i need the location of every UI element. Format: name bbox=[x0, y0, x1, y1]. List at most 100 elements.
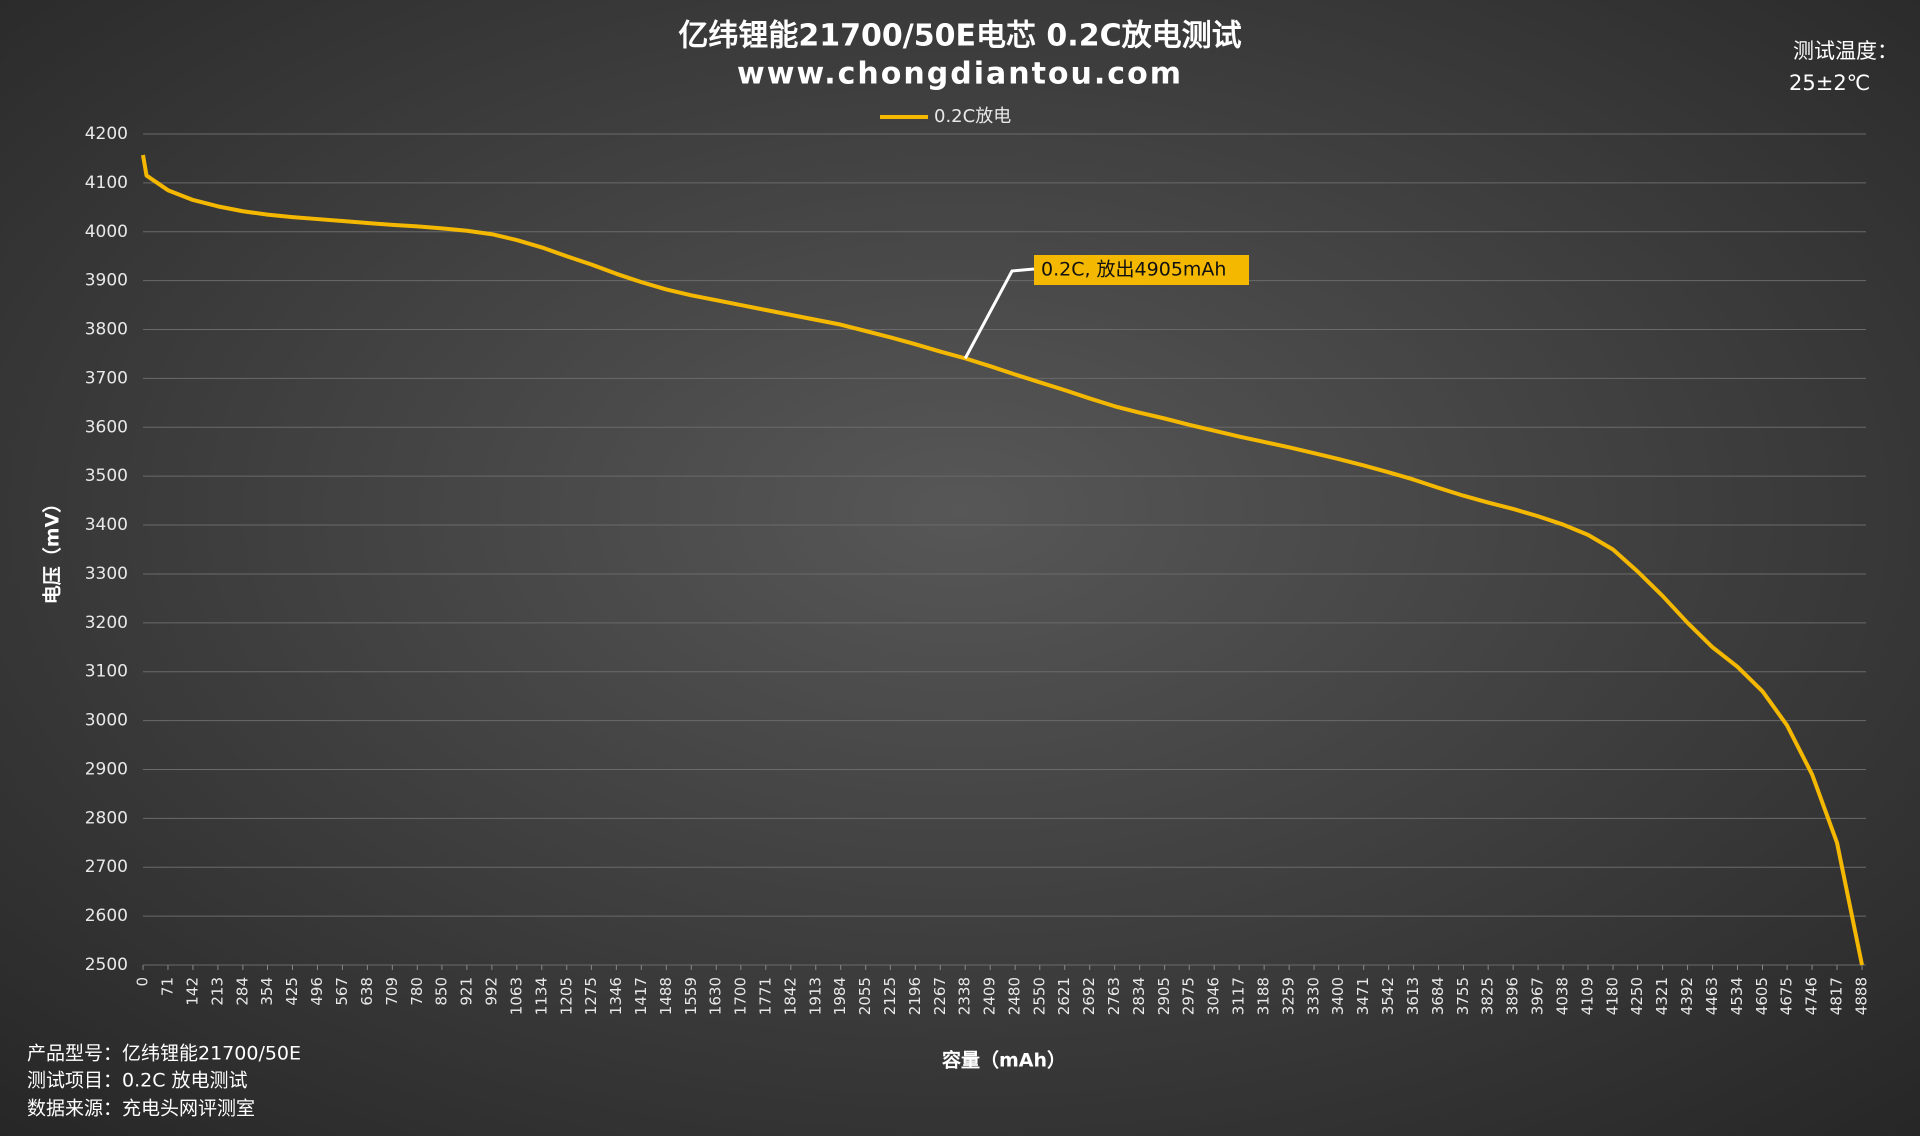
x-tick-label: 2621 bbox=[1055, 977, 1073, 1015]
y-tick-label: 2500 bbox=[85, 955, 128, 975]
x-tick-label: 2480 bbox=[1006, 977, 1024, 1015]
x-tick-label: 4746 bbox=[1803, 977, 1821, 1015]
x-tick-label: 4392 bbox=[1678, 977, 1696, 1015]
x-tick-label: 3117 bbox=[1230, 977, 1248, 1015]
x-tick-label: 2055 bbox=[856, 977, 874, 1015]
x-tick-label: 1913 bbox=[806, 977, 824, 1015]
note: 测试项目：0.2C 放电测试 bbox=[27, 1070, 248, 1092]
y-tick-label: 2600 bbox=[85, 906, 128, 926]
x-tick-label: 2267 bbox=[931, 977, 949, 1015]
x-tick-label: 4675 bbox=[1778, 977, 1796, 1015]
x-tick-label: 2975 bbox=[1180, 977, 1198, 1015]
x-tick-label: 3613 bbox=[1404, 977, 1422, 1015]
x-tick-label: 71 bbox=[158, 977, 176, 996]
y-tick-label: 2700 bbox=[85, 857, 128, 877]
chart-subtitle: www.chongdiantou.com bbox=[737, 57, 1183, 92]
y-tick-label: 3000 bbox=[85, 711, 128, 731]
x-tick-label: 992 bbox=[482, 977, 500, 1006]
x-tick-label: 4180 bbox=[1604, 977, 1622, 1015]
x-tick-label: 780 bbox=[408, 977, 426, 1006]
x-tick-label: 4321 bbox=[1653, 977, 1671, 1015]
x-tick-label: 213 bbox=[208, 977, 226, 1006]
x-tick-label: 2692 bbox=[1080, 977, 1098, 1015]
annotation: 0.2C, 放出4905mAh bbox=[1041, 259, 1226, 281]
annotation-leader bbox=[963, 267, 1035, 360]
x-tick-label: 3967 bbox=[1529, 977, 1547, 1015]
x-tick-label: 1630 bbox=[707, 977, 725, 1015]
annotation-box bbox=[1034, 255, 1249, 285]
x-tick-label: 3542 bbox=[1379, 977, 1397, 1015]
x-tick-label: 1275 bbox=[582, 977, 600, 1015]
y-tick-label: 3200 bbox=[85, 613, 128, 633]
y-tick-label: 2800 bbox=[85, 808, 128, 828]
x-axis-label: 容量（mAh） bbox=[942, 1049, 1066, 1072]
x-tick-label: 3684 bbox=[1429, 977, 1447, 1015]
x-tick-label: 1488 bbox=[657, 977, 675, 1015]
temperature-label: 测试温度： bbox=[1793, 39, 1898, 63]
x-tick-label: 3471 bbox=[1354, 977, 1372, 1015]
x-tick-label: 3400 bbox=[1329, 977, 1347, 1015]
series-line bbox=[141, 154, 1864, 966]
note: 产品型号：亿纬锂能21700/50E bbox=[27, 1043, 301, 1065]
y-tick-label: 4000 bbox=[85, 222, 128, 242]
x-tick-label: 3188 bbox=[1255, 977, 1273, 1015]
x-tick-label: 1205 bbox=[557, 977, 575, 1015]
x-tick-label: 425 bbox=[283, 977, 301, 1006]
x-tick-label: 142 bbox=[183, 977, 201, 1006]
x-tick-label: 4109 bbox=[1579, 977, 1597, 1015]
x-tick-label: 4888 bbox=[1853, 977, 1871, 1015]
y-tick-label: 4200 bbox=[85, 124, 128, 144]
y-tick-label: 3900 bbox=[85, 271, 128, 291]
x-tick-label: 4534 bbox=[1728, 977, 1746, 1015]
x-tick-label: 1700 bbox=[731, 977, 749, 1015]
y-tick-label: 3100 bbox=[85, 662, 128, 682]
x-tick-label: 638 bbox=[358, 977, 376, 1006]
x-tick-label: 921 bbox=[457, 977, 475, 1006]
y-tick-label: 3500 bbox=[85, 466, 128, 486]
note: 数据来源：充电头网评测室 bbox=[27, 1098, 255, 1120]
x-tick-label: 1842 bbox=[781, 977, 799, 1015]
y-tick-label: 4100 bbox=[85, 173, 128, 193]
y-axis-label: 电压（mV） bbox=[41, 494, 64, 605]
y-tick-label: 3700 bbox=[85, 368, 128, 388]
x-tick-label: 2905 bbox=[1155, 977, 1173, 1015]
x-tick-label: 2338 bbox=[956, 977, 974, 1015]
x-tick-label: 2196 bbox=[906, 977, 924, 1015]
y-tick-label: 3800 bbox=[85, 320, 128, 340]
x-tick-label: 2834 bbox=[1130, 977, 1148, 1015]
x-tick-label: 4250 bbox=[1628, 977, 1646, 1015]
temperature: 25±2℃ bbox=[1789, 71, 1870, 95]
legend-label: 0.2C放电 bbox=[934, 106, 1011, 127]
x-tick-label: 0 bbox=[134, 977, 152, 987]
x-tick-label: 3755 bbox=[1454, 977, 1472, 1015]
x-tick-label: 2409 bbox=[981, 977, 999, 1015]
chart-title: 亿纬锂能21700/50E电芯 0.2C放电测试 bbox=[678, 19, 1241, 54]
x-tick-label: 1559 bbox=[682, 977, 700, 1015]
x-tick-label: 1984 bbox=[831, 977, 849, 1015]
x-tick-label: 3330 bbox=[1305, 977, 1323, 1015]
x-tick-label: 4817 bbox=[1828, 977, 1846, 1015]
x-tick-label: 3259 bbox=[1280, 977, 1298, 1015]
x-tick-label: 354 bbox=[258, 977, 276, 1006]
y-tick-label: 3300 bbox=[85, 564, 128, 584]
x-tick-label: 2550 bbox=[1030, 977, 1048, 1015]
x-tick-label: 4038 bbox=[1554, 977, 1572, 1015]
y-tick-label: 2900 bbox=[85, 759, 128, 779]
x-tick-label: 3046 bbox=[1205, 977, 1223, 1015]
x-tick-label: 3896 bbox=[1504, 977, 1522, 1015]
x-tick-label: 567 bbox=[333, 977, 351, 1006]
x-tick-label: 4605 bbox=[1753, 977, 1771, 1015]
y-tick-label: 3600 bbox=[85, 417, 128, 437]
x-tick-label: 4463 bbox=[1703, 977, 1721, 1015]
y-tick-label: 3400 bbox=[85, 515, 128, 535]
x-tick-label: 3825 bbox=[1479, 977, 1497, 1015]
x-tick-label: 2763 bbox=[1105, 977, 1123, 1015]
x-tick-label: 709 bbox=[383, 977, 401, 1006]
x-tick-label: 850 bbox=[432, 977, 450, 1006]
x-tick-label: 2125 bbox=[881, 977, 899, 1015]
x-tick-label: 1134 bbox=[532, 977, 550, 1015]
x-tick-label: 284 bbox=[233, 977, 251, 1006]
x-tick-label: 1063 bbox=[507, 977, 525, 1015]
